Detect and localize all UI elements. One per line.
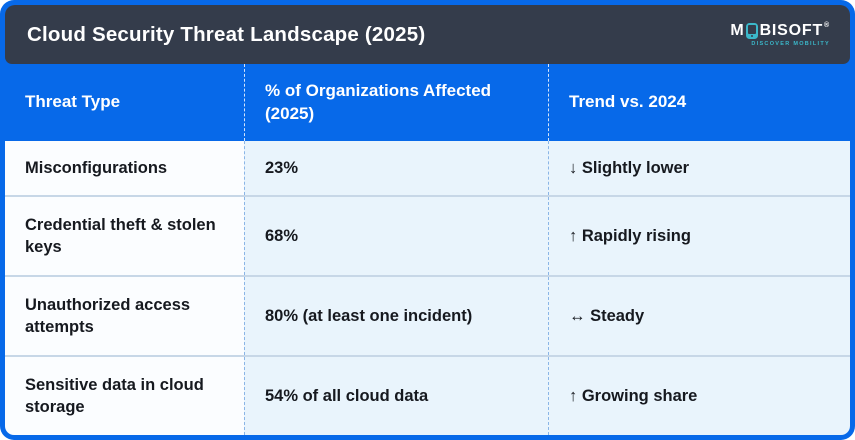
table-row-misconfigurations: Misconfigurations 23% ↓ Slightly lower (5, 141, 850, 197)
column-header-threat-type: Threat Type (25, 92, 121, 112)
cell-trend: ↑ Growing share (548, 357, 850, 435)
cell-trend: ↓ Slightly lower (548, 141, 850, 195)
page-title: Cloud Security Threat Landscape (2025) (27, 22, 426, 46)
phone-screen (748, 24, 757, 34)
mobisoft-logo: M BISOFT ® DISCOVER MOBILITY (730, 21, 832, 47)
logo-letter-m: M (730, 21, 745, 39)
column-header-trend: Trend vs. 2024 (548, 64, 850, 141)
logo-text-bisoft: BISOFT (759, 21, 824, 39)
registered-trademark-icon: ® (824, 21, 830, 29)
table-row-sensitive-data: Sensitive data in cloud storage 54% of a… (5, 357, 850, 435)
cell-pct-affected: 80% (at least one incident) (244, 277, 548, 355)
logo-wordmark: M BISOFT ® (730, 21, 830, 39)
table-body: Misconfigurations 23% ↓ Slightly lower C… (5, 141, 850, 435)
cell-threat-type: Misconfigurations (5, 141, 244, 195)
cell-threat-type: Credential theft & stolen keys (5, 197, 244, 275)
cell-pct-affected: 23% (244, 141, 548, 195)
table-row-unauthorized-access: Unauthorized access attempts 80% (at lea… (5, 277, 850, 357)
cell-trend: ↑ Rapidly rising (548, 197, 850, 275)
table-header-row: Threat Type % of Organizations Affected … (5, 64, 850, 141)
title-bar: Cloud Security Threat Landscape (2025) M… (5, 5, 850, 64)
cell-pct-affected: 54% of all cloud data (244, 357, 548, 435)
cell-threat-type: Unauthorized access attempts (5, 277, 244, 355)
phone-home-button (751, 35, 754, 38)
phone-icon (746, 22, 759, 39)
table-row-credential-theft: Credential theft & stolen keys 68% ↑ Rap… (5, 197, 850, 277)
cell-trend: ↔ Steady (548, 277, 850, 355)
cell-threat-type: Sensitive data in cloud storage (5, 357, 244, 435)
column-header-pct-affected: % of Organizations Affected (2025) (244, 64, 548, 141)
cell-pct-affected: 68% (244, 197, 548, 275)
logo-tagline: DISCOVER MOBILITY (751, 40, 830, 47)
